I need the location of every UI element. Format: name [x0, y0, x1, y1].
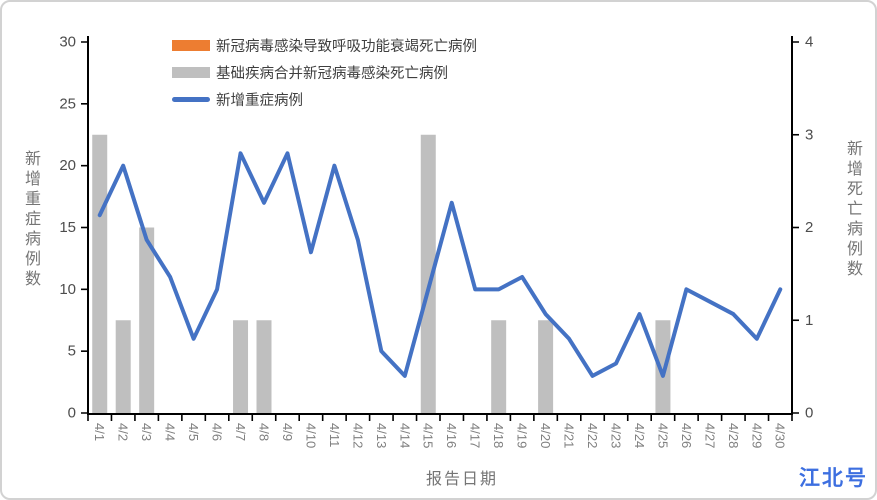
death-bar-4/1 [92, 134, 108, 413]
legend-item-underlying-disease-deaths: 基础疾病合并新冠病毒感染死亡病例 [172, 62, 477, 82]
left-axis-title: 新增重症病例数 [22, 150, 39, 290]
x-axis-date-label: 4/24 [632, 423, 647, 448]
blue-line-swatch-icon [172, 96, 210, 102]
x-axis-date-label: 4/2 [116, 423, 131, 441]
x-axis-date-label: 4/27 [702, 423, 717, 448]
x-axis-title: 报告日期 [425, 471, 498, 488]
x-axis-date-label: 4/13 [374, 423, 389, 448]
x-axis-date-label: 4/17 [468, 423, 483, 448]
left-axis-tick-label: 0 [68, 405, 76, 422]
death-bar-4/2 [115, 320, 131, 413]
right-axis-tick-label: 3 [805, 126, 813, 143]
severe-cases-line [97, 151, 783, 378]
x-axis-date-label: 4/19 [515, 423, 530, 448]
x-axis-date-label: 4/20 [538, 423, 553, 448]
chart-legend: 新冠病毒感染导致呼吸功能衰竭死亡病例 基础疾病合并新冠病毒感染死亡病例 新增重症… [172, 35, 477, 109]
x-axis-date-label: 4/12 [350, 423, 365, 448]
legend-label: 新增重症病例 [216, 92, 303, 109]
orange-bar-swatch-icon [172, 39, 210, 51]
legend-label: 新冠病毒感染导致呼吸功能衰竭死亡病例 [216, 38, 477, 55]
x-axis-date-label: 4/29 [749, 423, 764, 448]
x-axis-date-label: 4/25 [655, 423, 670, 448]
left-axis-tick-label: 15 [59, 219, 76, 236]
right-axis-tick-label: 0 [805, 405, 813, 422]
death-bar-4/3 [139, 227, 155, 413]
legend-item-new-severe-cases: 新增重症病例 [172, 89, 477, 109]
right-axis-tick-label: 1 [805, 312, 813, 329]
x-axis-date-label: 4/11 [327, 423, 342, 447]
x-axis-date-label: 4/21 [562, 423, 577, 448]
legend-label: 基础疾病合并新冠病毒感染死亡病例 [216, 65, 448, 82]
x-axis-date-label: 4/9 [280, 423, 295, 441]
x-axis-date-label: 4/18 [491, 423, 506, 448]
x-axis-date-label: 4/8 [256, 423, 271, 441]
x-axis-date-label: 4/3 [139, 423, 154, 441]
left-axis-tick-label: 30 [59, 34, 76, 51]
left-axis-tick-label: 5 [68, 343, 76, 360]
x-axis-date-label: 4/14 [397, 423, 412, 448]
x-axis-date-label: 4/30 [773, 423, 788, 448]
x-axis-date-label: 4/5 [186, 423, 201, 441]
x-axis-date-label: 4/23 [608, 423, 623, 448]
x-axis-date-label: 4/15 [421, 423, 436, 448]
legend-item-respiratory-failure-deaths: 新冠病毒感染导致呼吸功能衰竭死亡病例 [172, 35, 477, 55]
x-axis-date-label: 4/10 [303, 423, 318, 448]
right-axis-tick-label: 2 [805, 219, 813, 236]
gray-bar-swatch-icon [172, 66, 210, 78]
right-axis-tick-label: 4 [805, 34, 813, 51]
left-axis-tick-label: 20 [59, 157, 76, 174]
death-bar-4/7 [233, 320, 249, 413]
watermark: 江北号 [799, 467, 868, 490]
death-bar-4/25 [655, 320, 671, 413]
left-axis-tick-label: 10 [59, 281, 76, 298]
left-axis-tick-label: 25 [59, 95, 76, 112]
death-bar-4/8 [256, 320, 272, 413]
death-bar-4/15 [420, 134, 436, 413]
x-axis-date-label: 4/1 [92, 423, 107, 441]
right-axis-title: 新增死亡病例数 [844, 140, 861, 280]
death-bar-4/20 [538, 320, 554, 413]
x-axis-date-label: 4/4 [163, 423, 178, 441]
x-axis-date-label: 4/7 [233, 423, 248, 441]
x-axis-date-label: 4/6 [210, 423, 225, 441]
death-bar-4/18 [491, 320, 507, 413]
x-axis-date-label: 4/26 [679, 423, 694, 448]
x-axis-date-label: 4/22 [585, 423, 600, 448]
x-axis-date-label: 4/28 [726, 423, 741, 448]
x-axis-date-label: 4/16 [444, 423, 459, 448]
